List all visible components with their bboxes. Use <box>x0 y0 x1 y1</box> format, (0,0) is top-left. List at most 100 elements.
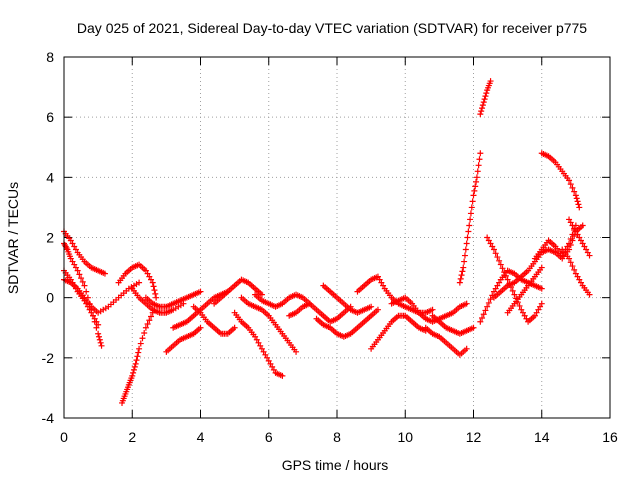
data-point <box>531 312 538 319</box>
data-point <box>67 237 74 244</box>
data-point <box>231 324 238 331</box>
data-point <box>84 303 91 310</box>
data-point <box>270 366 277 373</box>
data-point <box>573 195 580 202</box>
series-arc-1 <box>61 228 108 277</box>
data-point <box>499 265 506 272</box>
data-point <box>101 270 108 277</box>
data-point <box>477 150 484 157</box>
data-point <box>487 78 494 85</box>
data-point <box>461 258 468 265</box>
data-point <box>494 282 501 289</box>
series-arc-30 <box>531 222 579 262</box>
data-point <box>576 276 583 283</box>
data-point <box>509 287 516 294</box>
series-arc-25 <box>477 78 494 118</box>
data-point <box>569 231 576 238</box>
data-point <box>518 306 525 313</box>
data-point <box>132 360 139 367</box>
data-point <box>467 210 474 217</box>
data-point <box>134 353 141 360</box>
data-point <box>457 275 464 282</box>
series-arc-32 <box>559 246 593 298</box>
data-point <box>497 261 504 268</box>
data-point <box>129 372 136 379</box>
data-point <box>293 348 300 355</box>
data-point <box>71 243 78 250</box>
y-tick-label: 2 <box>46 230 54 246</box>
data-point <box>581 243 588 250</box>
data-point <box>456 279 463 286</box>
y-tick-label: -4 <box>42 410 55 426</box>
data-point <box>463 300 470 307</box>
series-arc-33 <box>566 216 593 259</box>
data-point <box>67 255 74 262</box>
data-point <box>571 225 578 232</box>
data-point <box>91 315 98 322</box>
data-point <box>584 249 591 256</box>
data-point <box>464 234 471 241</box>
data-point <box>574 273 581 280</box>
data-point <box>577 279 584 286</box>
data-point <box>460 264 467 271</box>
data-point <box>564 243 571 250</box>
data-point <box>67 276 74 283</box>
data-point <box>473 174 480 181</box>
data-point <box>583 246 590 253</box>
data-point <box>494 254 501 261</box>
data-point <box>150 283 157 290</box>
data-point <box>479 105 486 112</box>
data-point <box>480 99 487 106</box>
data-point <box>487 240 494 247</box>
data-point <box>538 264 545 271</box>
series-arc-21 <box>388 294 470 325</box>
data-point <box>574 198 581 205</box>
data-point <box>481 96 488 103</box>
data-point <box>136 279 143 286</box>
data-point <box>467 216 474 223</box>
data-point <box>69 258 76 265</box>
data-point <box>474 168 481 175</box>
data-point <box>136 345 143 352</box>
data-point <box>459 268 466 275</box>
data-point <box>569 222 576 229</box>
data-point <box>463 345 470 352</box>
data-point <box>95 321 102 328</box>
data-point <box>461 252 468 259</box>
data-point <box>566 177 573 184</box>
data-point <box>144 320 151 327</box>
y-tick-label: 6 <box>46 109 54 125</box>
data-point <box>255 339 262 346</box>
data-point <box>149 279 156 286</box>
data-point <box>72 264 79 271</box>
y-tick-label: -2 <box>42 350 55 366</box>
data-point <box>576 234 583 241</box>
data-point <box>97 339 104 346</box>
x-tick-label: 4 <box>197 429 205 445</box>
data-point <box>473 178 480 185</box>
y-axis-label: SDTVAR / TECUs <box>5 182 21 294</box>
data-point <box>93 318 100 325</box>
data-point <box>569 184 576 191</box>
data-point <box>69 240 76 247</box>
data-point <box>146 317 153 324</box>
data-point <box>537 303 544 310</box>
data-point <box>462 246 469 253</box>
series-arc-15 <box>252 291 313 310</box>
y-tick-label: 0 <box>46 290 54 306</box>
data-point <box>566 216 573 223</box>
data-point <box>516 302 523 309</box>
x-tick-label: 16 <box>602 429 618 445</box>
data-point <box>252 333 259 340</box>
data-point <box>463 240 470 247</box>
data-point <box>485 299 492 306</box>
series-arc-20 <box>368 312 429 352</box>
data-point <box>519 309 526 316</box>
data-point <box>131 363 138 370</box>
data-point <box>572 270 579 277</box>
data-point <box>71 261 78 268</box>
data-point <box>83 300 90 307</box>
data-point <box>429 306 436 313</box>
data-point <box>571 266 578 273</box>
